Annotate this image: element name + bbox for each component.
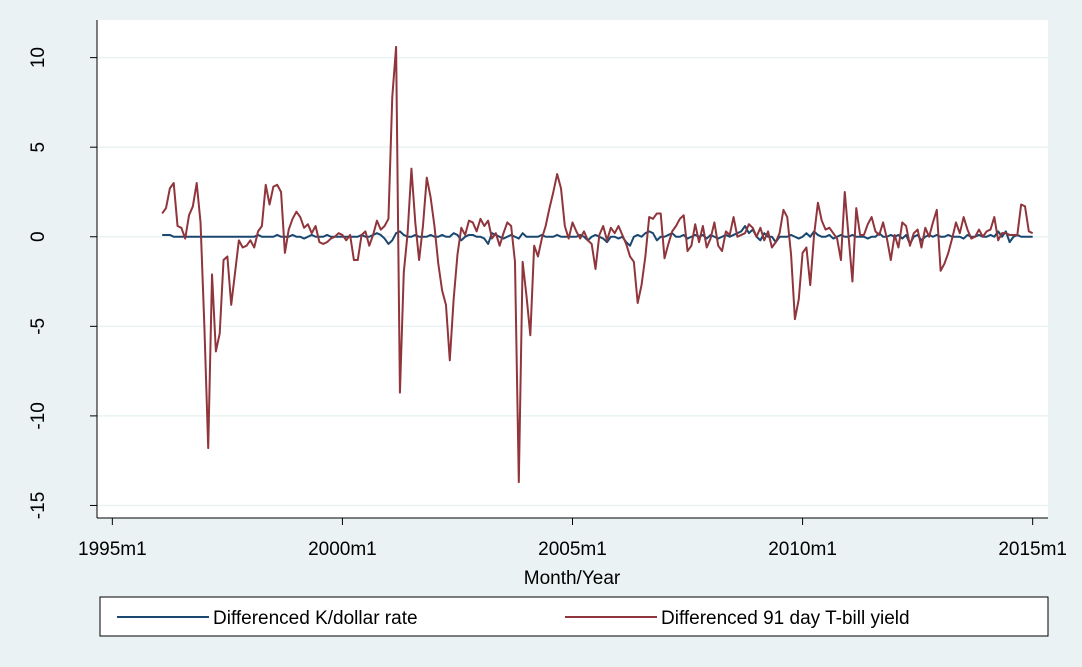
legend-label: Differenced K/dollar rate (213, 608, 418, 629)
y-tick-label: -15 (28, 492, 49, 519)
y-tick-label: -5 (28, 318, 49, 335)
y-tick-label: 0 (28, 231, 49, 242)
line (162, 225, 1033, 247)
x-tick-label: 2005m1 (538, 539, 607, 560)
legend-label: Differenced 91 day T-bill yield (661, 608, 910, 629)
line (161, 45, 1034, 484)
x-tick-label: 2010m1 (768, 539, 837, 560)
y-tick-label: 10 (28, 47, 49, 68)
x-tick-label: 1995m1 (78, 539, 147, 560)
plot-area (97, 20, 1048, 518)
y-tick-label: -10 (28, 402, 49, 429)
x-tick-label: 2000m1 (308, 539, 377, 560)
y-tick-label: 5 (28, 142, 49, 153)
x-tick-label: 2015m1 (998, 539, 1067, 560)
x-axis-title: Month/Year (524, 568, 621, 589)
